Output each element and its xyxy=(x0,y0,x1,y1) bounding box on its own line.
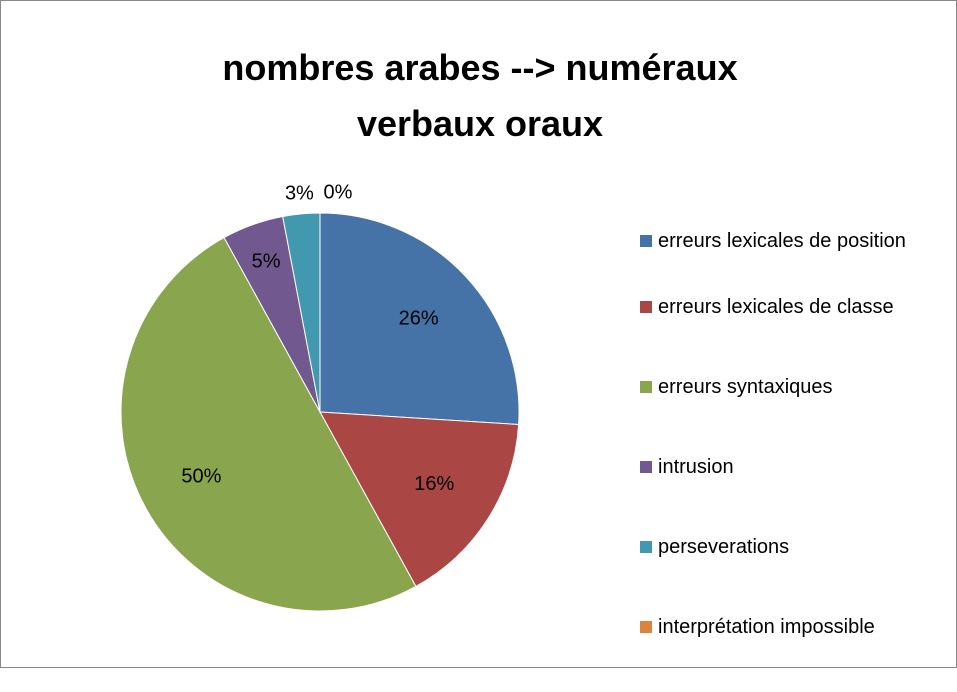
legend-label: perseverations xyxy=(658,536,790,558)
legend-label: erreurs syntaxiques xyxy=(658,376,833,398)
chart: 26% 16% 50% 5% 3% 0% xyxy=(120,181,520,612)
legend-label: erreurs lexicales de position xyxy=(658,230,906,252)
legend-item: erreurs lexicales de position xyxy=(640,226,908,292)
legend-swatch xyxy=(640,381,652,393)
chart-title: nombres arabes --> numéraux verbaux orau… xyxy=(222,47,738,144)
legend-item: intrusion xyxy=(640,452,950,532)
pie-slice xyxy=(319,212,520,426)
legend-swatch xyxy=(640,235,652,247)
pie-slice xyxy=(282,212,321,413)
legend-item: erreurs lexicales de classe xyxy=(640,292,950,372)
legend-swatch xyxy=(640,621,652,633)
legend-swatch xyxy=(640,301,652,313)
legend-label: interprétation impossible xyxy=(658,616,875,638)
legend-label: intrusion xyxy=(658,456,734,478)
data-label: 0% xyxy=(324,181,353,203)
page: nombres arabes --> numéraux verbaux orau… xyxy=(0,0,957,668)
legend-item: interprétation impossible xyxy=(640,612,950,692)
legend-item: erreurs syntaxiques xyxy=(640,372,950,452)
data-label: 16% xyxy=(414,473,454,495)
data-label: 5% xyxy=(252,250,281,272)
legend: erreurs lexicales de position erreurs lex… xyxy=(640,226,950,692)
legend-item: perseverations xyxy=(640,532,950,612)
legend-swatch xyxy=(640,541,652,553)
data-label: 26% xyxy=(399,308,439,330)
legend-swatch xyxy=(640,461,652,473)
data-label: 50% xyxy=(181,465,221,487)
legend-label: erreurs lexicales de classe xyxy=(658,296,894,318)
pie-slice xyxy=(319,411,520,588)
data-label: 3% xyxy=(285,182,314,204)
pie-slice xyxy=(120,236,417,612)
